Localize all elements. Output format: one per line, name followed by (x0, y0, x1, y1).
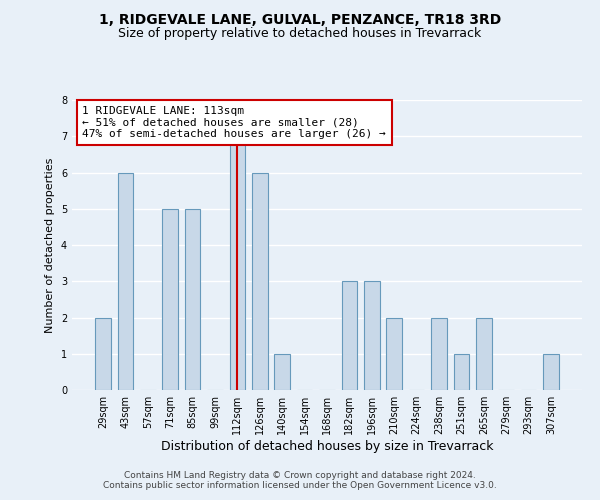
Bar (543, 354, 559, 390)
Bar (386, 318, 402, 390)
Text: Contains HM Land Registry data © Crown copyright and database right 2024.
Contai: Contains HM Land Registry data © Crown c… (103, 470, 497, 490)
Bar (341, 281, 357, 390)
X-axis label: Distribution of detached houses by size in Trevarrack: Distribution of detached houses by size … (161, 440, 493, 453)
Bar (118, 172, 133, 390)
Text: 1, RIDGEVALE LANE, GULVAL, PENZANCE, TR18 3RD: 1, RIDGEVALE LANE, GULVAL, PENZANCE, TR1… (99, 12, 501, 26)
Bar (431, 318, 447, 390)
Bar (364, 281, 380, 390)
Bar (163, 209, 178, 390)
Bar (95, 318, 111, 390)
Bar (230, 136, 245, 390)
Bar (476, 318, 491, 390)
Text: 1 RIDGEVALE LANE: 113sqm
← 51% of detached houses are smaller (28)
47% of semi-d: 1 RIDGEVALE LANE: 113sqm ← 51% of detach… (82, 106, 386, 139)
Bar (454, 354, 469, 390)
Bar (274, 354, 290, 390)
Text: Size of property relative to detached houses in Trevarrack: Size of property relative to detached ho… (118, 28, 482, 40)
Y-axis label: Number of detached properties: Number of detached properties (46, 158, 55, 332)
Bar (252, 172, 268, 390)
Bar (185, 209, 200, 390)
